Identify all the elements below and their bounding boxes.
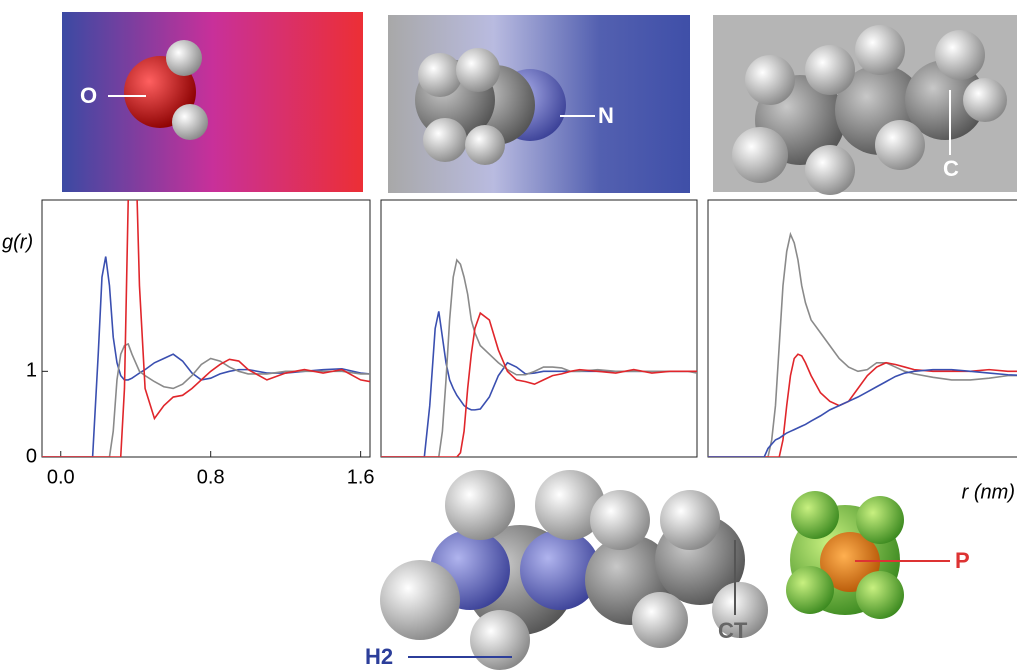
y-tick-label: 1 (26, 360, 37, 382)
rdf-line (42, 257, 370, 457)
rdf-line (381, 313, 697, 457)
plot-frame (42, 200, 370, 457)
x-tick-label: 1.6 (347, 466, 375, 488)
atom-label: P (955, 548, 970, 573)
atom-label: O (80, 83, 97, 108)
x-tick-label: 0.8 (197, 466, 225, 488)
x-axis-label: r (nm) (962, 481, 1015, 503)
rdf-line (381, 311, 697, 457)
rdf-line (381, 260, 697, 457)
atom-label: H2 (365, 644, 393, 669)
rdf-line (708, 234, 1017, 457)
rdf-line (42, 149, 370, 457)
atom-label: C (943, 156, 959, 181)
rdf-line (708, 354, 1017, 457)
rdf-line (42, 344, 370, 457)
molecule-images (62, 12, 1017, 670)
x-tick-label: 0.0 (47, 466, 75, 488)
plot-frame (708, 200, 1017, 457)
y-tick-label: 0 (26, 445, 37, 467)
y-axis-label: g(r) (2, 231, 33, 253)
atom-label: N (598, 103, 614, 128)
atom-label: CT (718, 618, 748, 643)
figure: O N C H2 CT P 0 1 0.0 0.8 1.6 g(r) r (nm) (0, 0, 1017, 672)
